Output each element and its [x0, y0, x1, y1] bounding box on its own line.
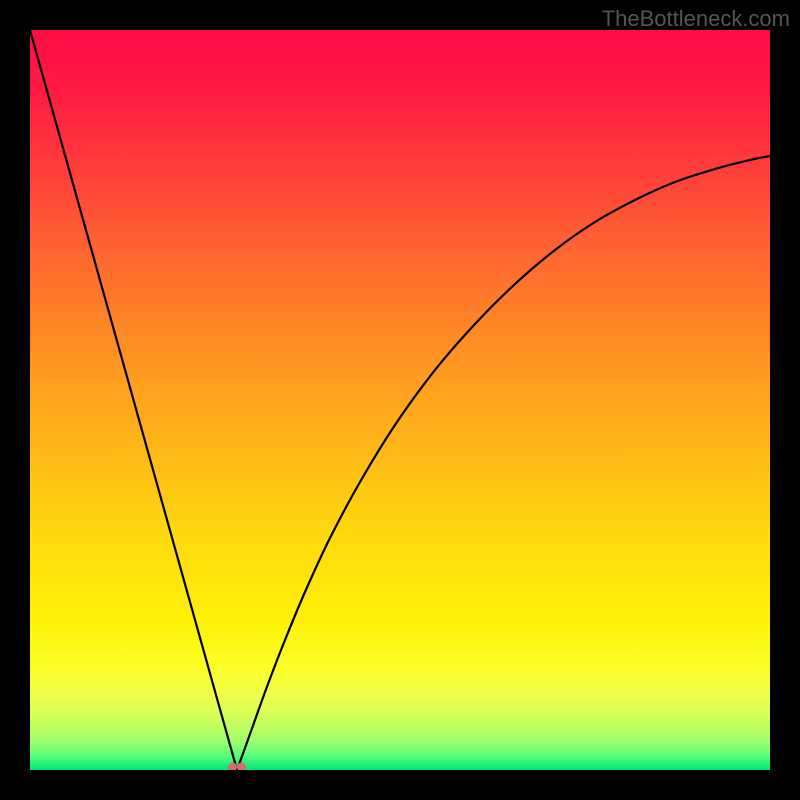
- watermark-text: TheBottleneck.com: [602, 6, 790, 32]
- plot-area: [30, 30, 770, 770]
- bottleneck-curve: [30, 30, 770, 770]
- chart-container: TheBottleneck.com: [0, 0, 800, 800]
